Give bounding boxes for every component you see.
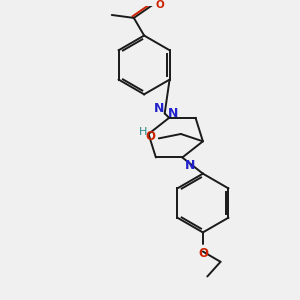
Text: O: O — [145, 130, 155, 143]
Text: N: N — [154, 102, 165, 115]
Text: O: O — [198, 247, 208, 260]
Text: N: N — [168, 107, 178, 120]
Text: N: N — [185, 159, 196, 172]
Text: H: H — [139, 127, 147, 137]
Text: O: O — [156, 0, 165, 10]
